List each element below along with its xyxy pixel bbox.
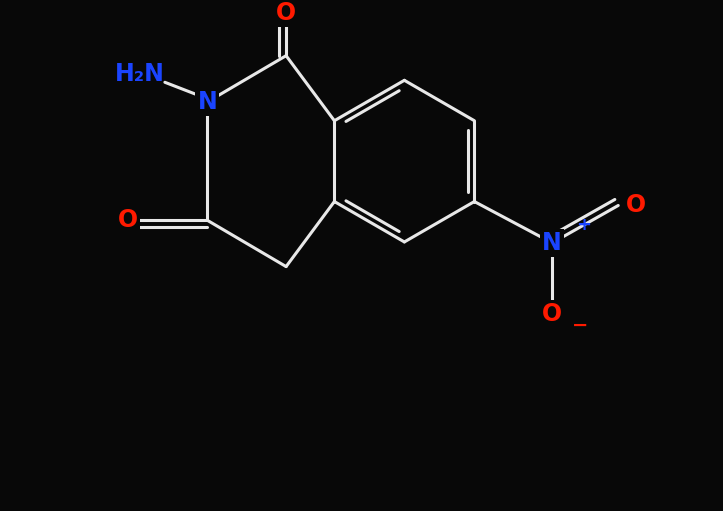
Text: O: O: [626, 194, 646, 218]
Text: N: N: [197, 90, 217, 114]
Text: O: O: [542, 302, 562, 326]
Text: O: O: [119, 208, 139, 233]
Text: N: N: [542, 231, 562, 255]
Text: −: −: [572, 316, 588, 335]
Text: +: +: [576, 216, 591, 234]
Text: H₂N: H₂N: [115, 62, 165, 86]
Text: O: O: [276, 2, 296, 25]
